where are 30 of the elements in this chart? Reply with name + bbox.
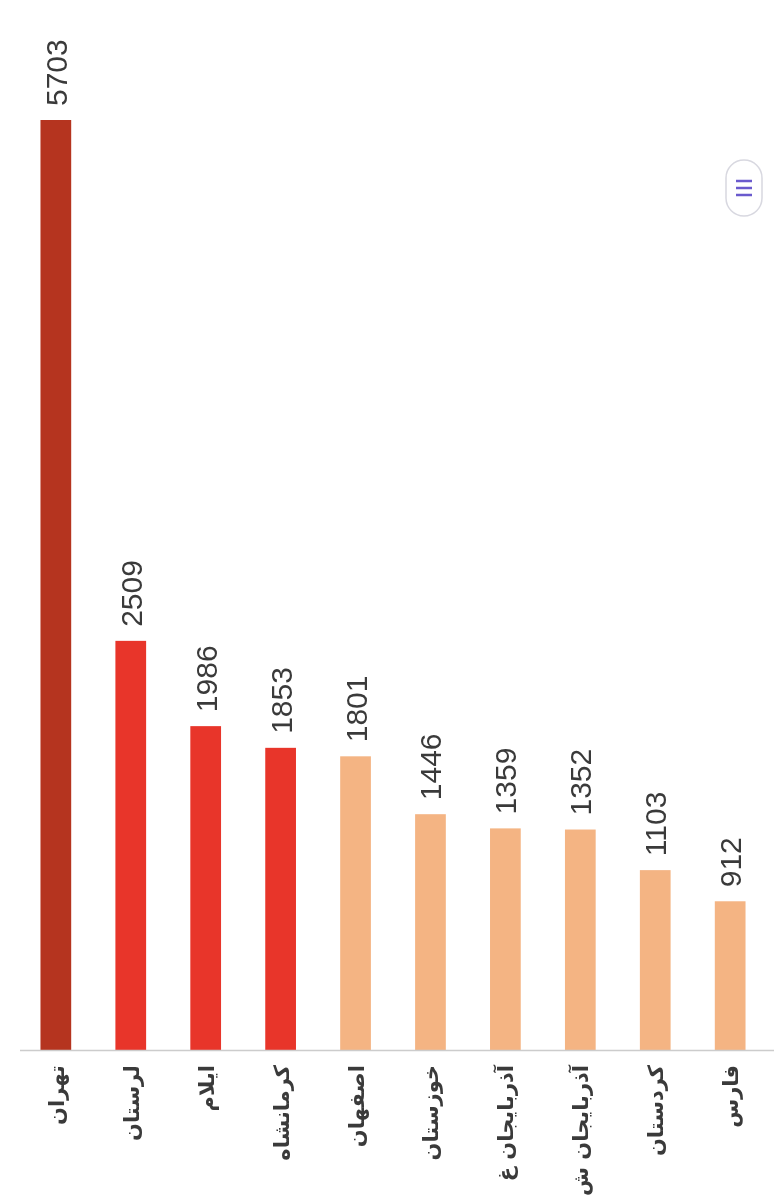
x-tick-label: تهران xyxy=(44,1065,69,1125)
x-tick-label: اصفهان xyxy=(344,1065,369,1148)
x-tick-label: کرمانشاه xyxy=(269,1064,294,1161)
data-label: 912 xyxy=(714,837,748,888)
data-label: 1853 xyxy=(264,667,298,734)
bar xyxy=(564,829,596,1050)
bar xyxy=(40,120,72,1050)
x-tick-label: آذربایجان ش xyxy=(568,1064,594,1196)
x-tick-label: لرستان xyxy=(119,1065,144,1141)
x-tick-label: خوزستان xyxy=(419,1065,444,1161)
bar xyxy=(190,726,222,1050)
bar xyxy=(115,640,147,1050)
data-label: 1801 xyxy=(339,675,373,743)
bar xyxy=(265,747,296,1050)
data-label: 5703 xyxy=(39,39,73,106)
bar xyxy=(490,828,521,1050)
x-tick-label: فارس xyxy=(719,1065,744,1128)
data-label: 2509 xyxy=(114,560,148,627)
bar xyxy=(639,870,671,1050)
data-label: 1446 xyxy=(414,733,448,801)
x-tick-label: ایلام xyxy=(194,1065,219,1112)
bar xyxy=(415,814,446,1050)
bar xyxy=(714,901,746,1050)
data-label: 1352 xyxy=(564,748,598,816)
data-label: 1103 xyxy=(639,791,673,857)
data-label: 1986 xyxy=(189,645,223,713)
bar xyxy=(340,756,371,1050)
x-tick-label: کردستان xyxy=(644,1064,669,1157)
data-label: 1359 xyxy=(489,747,523,815)
x-tick-label: آذربایجان غ xyxy=(493,1064,519,1182)
